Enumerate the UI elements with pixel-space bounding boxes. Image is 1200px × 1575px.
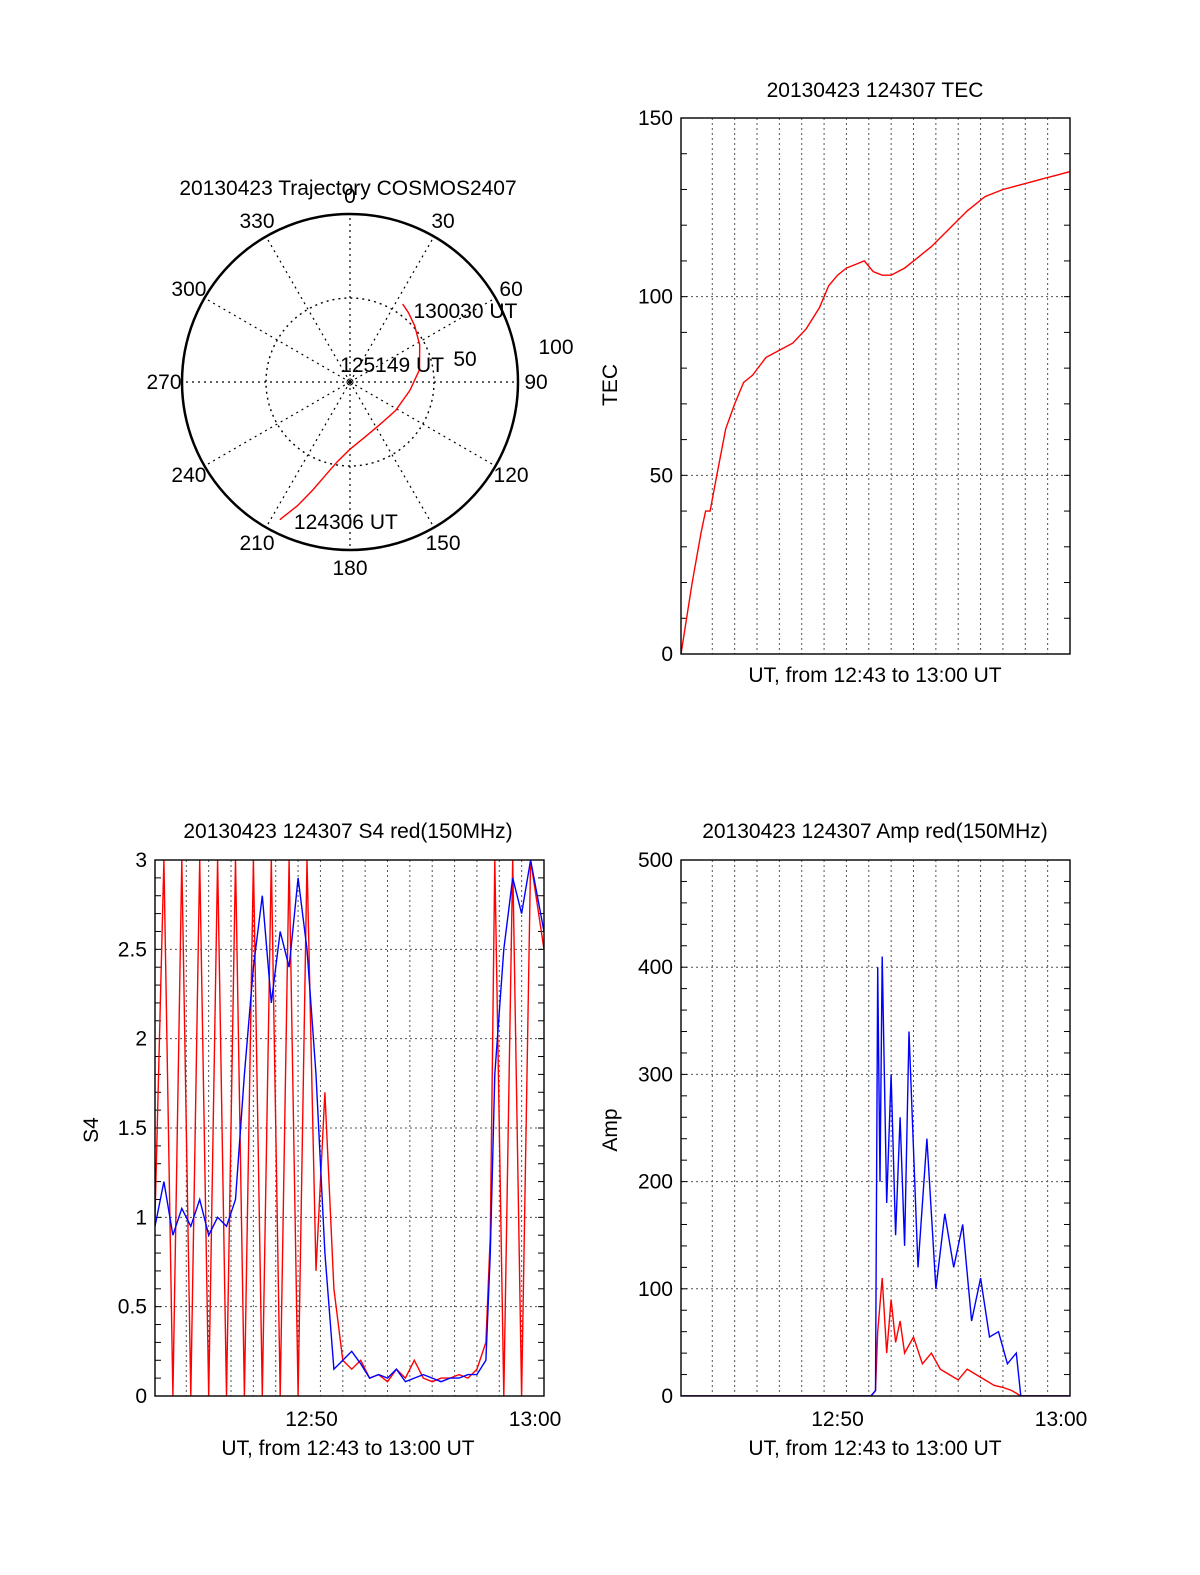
polar-angle-label-30: 30 bbox=[431, 210, 454, 233]
amp-panel: 20130423 124307 Amp red(150MHz) UT, from… bbox=[599, 820, 1087, 1460]
s4-frame bbox=[154, 859, 545, 1397]
polar-angle-label-120: 120 bbox=[494, 464, 529, 487]
polar-annotation: 125149 UT bbox=[340, 354, 444, 377]
s4-ytick-label: 2 bbox=[135, 1028, 147, 1051]
tec-frame bbox=[680, 117, 1071, 655]
polar-angle-label-180: 180 bbox=[332, 557, 367, 580]
tec-ytick-label: 150 bbox=[638, 107, 673, 130]
amp-xtick-label: 13:00 bbox=[1035, 1408, 1088, 1431]
polar-center bbox=[346, 378, 354, 386]
polar-angle-label-270: 270 bbox=[146, 371, 181, 394]
amp-ytick-label: 500 bbox=[638, 849, 673, 872]
s4-ylabel: S4 bbox=[80, 1117, 103, 1143]
tec-plot-area: 0 50 100 150 bbox=[638, 107, 1071, 666]
amp-series-blue-line bbox=[681, 956, 1070, 1396]
polar-angle-label-330: 330 bbox=[239, 210, 274, 233]
s4-title: 20130423 124307 S4 red(150MHz) bbox=[183, 820, 512, 843]
amp-ytick-label: 100 bbox=[638, 1278, 673, 1301]
s4-xtick-label: 13:00 bbox=[509, 1408, 562, 1431]
polar-radial-label-100: 100 bbox=[538, 336, 573, 359]
polar-spoke-120 bbox=[349, 381, 496, 467]
amp-ytick-label: 300 bbox=[638, 1063, 673, 1086]
tec-series-0-line bbox=[681, 170, 1070, 654]
polar-spoke-240 bbox=[204, 381, 351, 467]
polar-annotation: 124306 UT bbox=[294, 511, 398, 534]
polar-outer-circle bbox=[180, 212, 520, 552]
s4-ytick-label: 2.5 bbox=[118, 938, 147, 961]
amp-frame bbox=[680, 859, 1071, 1397]
polar-angle-label-210: 210 bbox=[239, 532, 274, 555]
s4-ytick-label: 0 bbox=[135, 1385, 147, 1408]
polar-angle-label-90: 90 bbox=[524, 371, 547, 394]
s4-ytick-label: 1.5 bbox=[118, 1117, 147, 1140]
s4-panel: 20130423 124307 S4 red(150MHz) UT, from … bbox=[80, 820, 561, 1460]
polar-radial-label-50: 50 bbox=[453, 348, 476, 371]
tec-ytick-label: 50 bbox=[650, 464, 673, 487]
tec-ytick-label: 0 bbox=[661, 643, 673, 666]
tec-panel: 20130423 124307 TEC UT, from 12:43 to 13… bbox=[599, 79, 1071, 687]
s4-plot-area: 0 0.5 1 1.5 2 2.5 3 12:50 13:00 bbox=[118, 849, 562, 1431]
tec-title: 20130423 124307 TEC bbox=[767, 79, 984, 102]
polar-angle-label-240: 240 bbox=[171, 464, 206, 487]
amp-series-red-line bbox=[681, 1278, 1070, 1396]
polar-plot: 0 30 60 90 120 150 180 210 240 270 300 330 50 100 1300… bbox=[146, 185, 573, 580]
polar-angle-label-0: 0 bbox=[344, 185, 356, 208]
polar-spoke-300 bbox=[204, 297, 351, 383]
polar-annotation: 130030 UT bbox=[413, 300, 517, 323]
s4-ytick-label: 3 bbox=[135, 849, 147, 872]
amp-title: 20130423 124307 Amp red(150MHz) bbox=[702, 820, 1048, 843]
s4-xlabel: UT, from 12:43 to 13:00 UT bbox=[221, 1437, 474, 1460]
s4-series-blue-line bbox=[155, 860, 544, 1383]
amp-ytick-label: 0 bbox=[661, 1385, 673, 1408]
s4-ytick-label: 0.5 bbox=[118, 1296, 147, 1319]
amp-ytick-label: 400 bbox=[638, 956, 673, 979]
polar-angle-label-150: 150 bbox=[425, 532, 460, 555]
polar-spoke-60 bbox=[349, 297, 496, 383]
polar-spoke-210 bbox=[265, 381, 351, 528]
amp-plot-area: 0 100 200 300 400 500 12:50 13:00 bbox=[638, 849, 1087, 1431]
polar-angle-label-60: 60 bbox=[499, 278, 522, 301]
tec-xlabel: UT, from 12:43 to 13:00 UT bbox=[748, 664, 1001, 687]
polar-spoke-330 bbox=[265, 236, 351, 383]
polar-spoke-30 bbox=[349, 236, 435, 383]
amp-ytick-label: 200 bbox=[638, 1171, 673, 1194]
polar-title: 20130423 Trajectory COSMOS2407 bbox=[179, 177, 516, 200]
amp-ylabel: Amp bbox=[599, 1108, 622, 1151]
tec-ylabel: TEC bbox=[599, 364, 622, 406]
tec-ytick-label: 100 bbox=[638, 286, 673, 309]
polar-angle-label-300: 300 bbox=[171, 278, 206, 301]
amp-xtick-label: 12:50 bbox=[811, 1408, 864, 1431]
polar-panel: 20130423 Trajectory COSMOS2407 0 30 60 90 12… bbox=[146, 177, 573, 580]
amp-xlabel: UT, from 12:43 to 13:00 UT bbox=[748, 1437, 1001, 1460]
polar-trajectory-line bbox=[279, 303, 421, 521]
s4-ytick-label: 1 bbox=[135, 1206, 147, 1229]
s4-xtick-label: 12:50 bbox=[285, 1408, 338, 1431]
s4-series-red-line bbox=[155, 860, 544, 1396]
polar-spoke-150 bbox=[349, 381, 435, 528]
